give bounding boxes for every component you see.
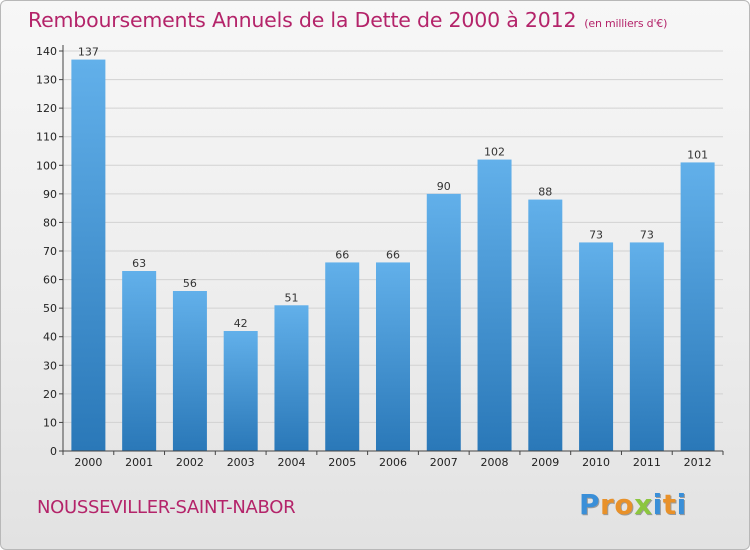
x-tick-label-2003: 2003 xyxy=(227,456,255,469)
y-tick-label: 20 xyxy=(43,388,57,401)
unit-note: (en milliers d'€) xyxy=(584,17,668,30)
data-label-2003: 42 xyxy=(234,317,248,330)
bar-2010 xyxy=(579,242,614,451)
x-tick-label-2008: 2008 xyxy=(481,456,509,469)
bar-2007 xyxy=(426,193,461,451)
logo-letter: r xyxy=(600,488,615,521)
x-tick-label-2001: 2001 xyxy=(125,456,153,469)
x-tick-label-2004: 2004 xyxy=(277,456,305,469)
logo-letter: x xyxy=(634,488,653,521)
bars: 137 63 56 42 51 66 66 90 102 88 73 73 101 xyxy=(71,46,715,452)
bar-2003 xyxy=(223,331,258,451)
y-tick-label: 100 xyxy=(36,159,57,172)
bar-2011 xyxy=(629,242,664,451)
data-label-2002: 56 xyxy=(183,277,197,290)
data-label-2005: 66 xyxy=(335,248,349,261)
y-tick-label: 40 xyxy=(43,331,57,344)
bar-2002 xyxy=(172,291,207,451)
x-tick-label-2012: 2012 xyxy=(684,456,712,469)
y-tick-label: 70 xyxy=(43,245,57,258)
y-tick-label: 90 xyxy=(43,188,57,201)
y-tick-label: 60 xyxy=(43,274,57,287)
y-tick-label: 0 xyxy=(50,445,57,458)
city-name: NOUSSEVILLER-SAINT-NABOR xyxy=(37,497,296,518)
data-label-2012: 101 xyxy=(687,148,708,161)
bar-2008 xyxy=(477,159,512,452)
bar-2004 xyxy=(274,305,309,451)
y-tick-label: 110 xyxy=(36,131,57,144)
logo-letter: P xyxy=(579,488,601,521)
x-tick-label-2007: 2007 xyxy=(430,456,458,469)
logo-letter: i xyxy=(652,488,663,521)
x-axis-ticks: 2000 2001 2002 2003 2004 2005 2006 2007 2008 2009… xyxy=(62,451,724,469)
bar-2009 xyxy=(528,199,563,451)
y-tick-label: 120 xyxy=(36,102,57,115)
y-tick-label: 50 xyxy=(43,302,57,315)
bar-2000 xyxy=(71,59,106,451)
logo-letter: o xyxy=(614,488,635,521)
x-tick-label-2005: 2005 xyxy=(328,456,356,469)
data-label-2011: 73 xyxy=(640,228,654,241)
x-tick-label-2010: 2010 xyxy=(582,456,610,469)
x-tick-label-2002: 2002 xyxy=(176,456,204,469)
data-label-2001: 63 xyxy=(132,257,146,270)
proxiti-logo: Proxiti xyxy=(579,488,687,521)
logo-letter: i xyxy=(676,488,687,521)
bar-2005 xyxy=(325,262,360,451)
x-tick-label-2006: 2006 xyxy=(379,456,407,469)
logo-letter: t xyxy=(662,488,677,521)
data-label-2009: 88 xyxy=(538,186,552,199)
bar-2001 xyxy=(122,271,157,451)
chart-title: Remboursements Annuels de la Dette de 20… xyxy=(28,8,667,32)
chart-title-text: Remboursements Annuels de la Dette de 20… xyxy=(28,8,577,32)
y-tick-label: 30 xyxy=(43,359,57,372)
data-label-2007: 90 xyxy=(437,180,451,193)
bar-2006 xyxy=(376,262,410,451)
x-tick-label-2000: 2000 xyxy=(74,456,102,469)
x-tick-label-2011: 2011 xyxy=(633,456,661,469)
y-tick-label: 130 xyxy=(36,74,57,87)
y-tick-label: 140 xyxy=(36,45,57,58)
data-label-2006: 66 xyxy=(386,248,400,261)
bar-2012 xyxy=(680,162,715,451)
data-label-2010: 73 xyxy=(589,228,603,241)
data-label-2008: 102 xyxy=(484,146,505,159)
y-tick-label: 80 xyxy=(43,216,57,229)
data-label-2004: 51 xyxy=(284,291,298,304)
x-tick-label-2009: 2009 xyxy=(531,456,559,469)
data-label-2000: 137 xyxy=(78,46,99,59)
y-tick-label: 10 xyxy=(43,416,57,429)
y-axis-ticks: 0 10 20 30 40 50 60 70 80 90 100 110 120 130 140 xyxy=(36,45,63,458)
